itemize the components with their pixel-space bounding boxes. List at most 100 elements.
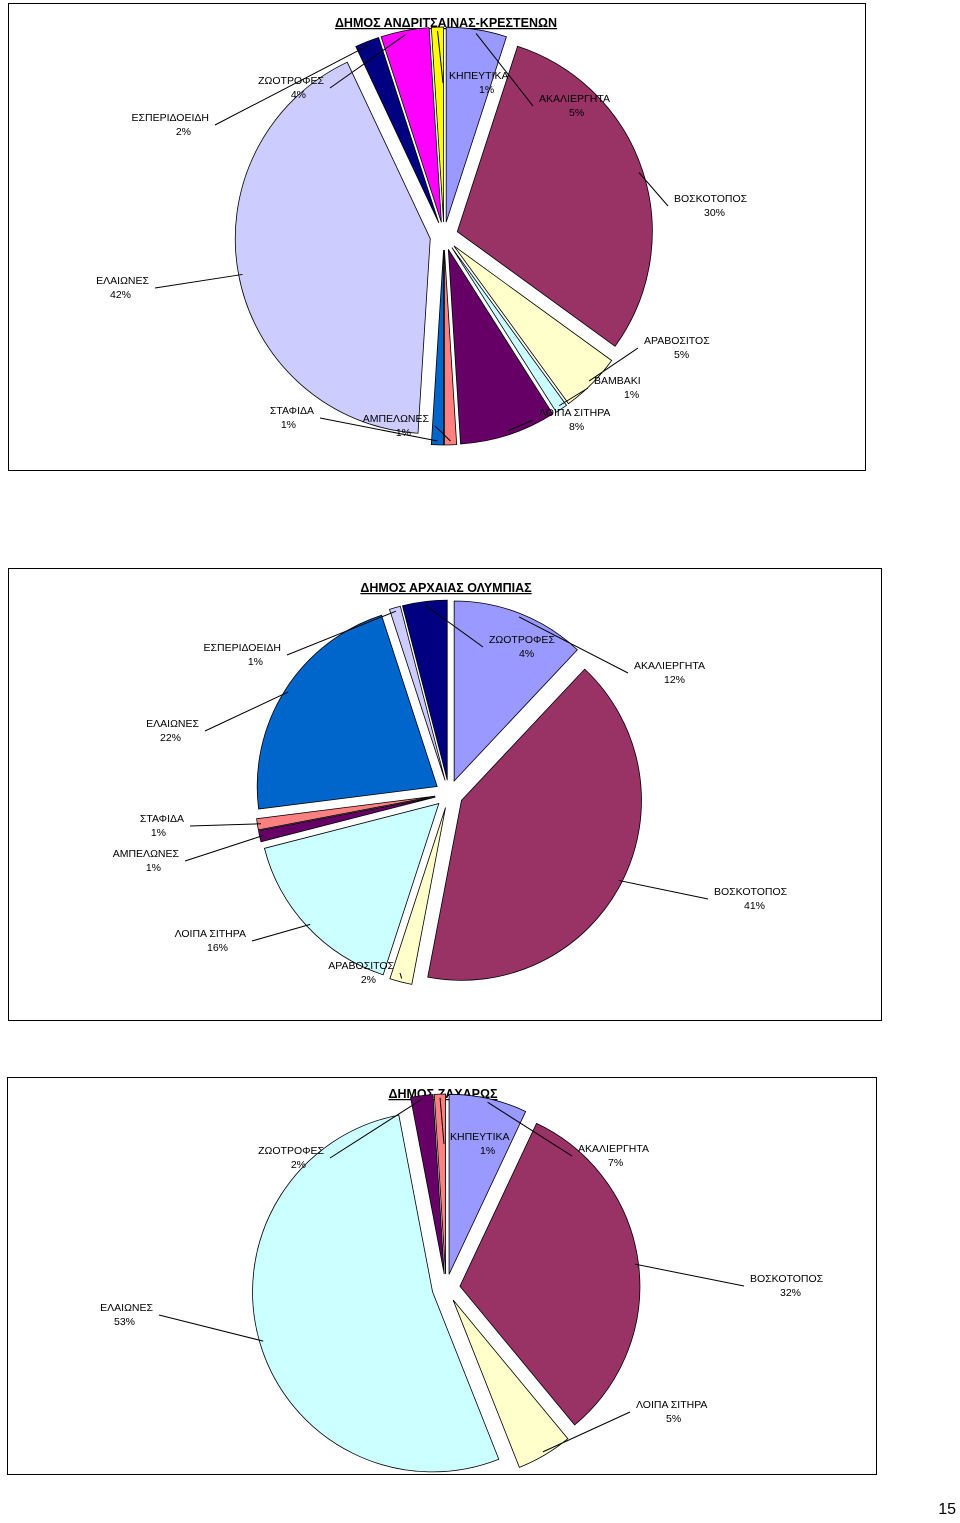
chart-3-leader-4 xyxy=(329,1098,423,1159)
chart-3-label-name-5: ΚΗΠΕΥΤΙΚΑ xyxy=(450,1131,510,1143)
chart-2-leader-0 xyxy=(518,616,629,674)
chart-2-label-name-3: ΛΟΙΠΑ ΣΙΤΗΡΑ xyxy=(175,928,246,940)
chart-2-leader-3 xyxy=(251,923,311,942)
chart-2-labels: ΑΚΑΛΙΕΡΓΗΤΑ 12% ΒΟΣΚΟΤΟΠΟΣ 41% ΑΡΑΒΟΣΙΤΟΣ 2% Λ… xyxy=(113,604,788,986)
chart-1-svg: ΔΗΜΟΣ ΑΝΔΡΙΤΣΑΙΝΑΣ-ΚΡΕΣΤΕΝΩΝ ΑΚΑΛΙΕΡΓΗΤΑ… xyxy=(96,16,748,446)
chart-3-slice-5 xyxy=(433,1093,446,1275)
chart-2-leader-1 xyxy=(618,879,709,900)
chart-2-leader-4 xyxy=(184,835,264,862)
chart-2-label-name-1: ΒΟΣΚΟΤΟΠΟΣ xyxy=(714,886,788,898)
chart-1-label-name-7: ΕΛΑΙΩΝΕΣ xyxy=(96,275,149,287)
chart-1-label-pct-5: 1% xyxy=(396,427,411,439)
chart-2-slice-2 xyxy=(389,807,446,985)
chart-3-slice-3 xyxy=(252,1114,500,1473)
chart-3-label-pct-1: 32% xyxy=(780,1287,801,1299)
chart-3-label-pct-2: 5% xyxy=(666,1413,681,1425)
chart-2-label-name-8: ΖΩΟΤΡΟΦΕΣ xyxy=(489,634,555,646)
chart-1-label-name-6: ΣΤΑΦΙΔΑ xyxy=(270,405,314,417)
chart-1-leader-7 xyxy=(154,273,243,289)
chart-2-label-pct-0: 12% xyxy=(664,674,685,686)
chart-1-leader-10 xyxy=(437,30,444,84)
chart-2-label-pct-6: 22% xyxy=(160,732,181,744)
chart-1-title: ΔΗΜΟΣ ΑΝΔΡΙΤΣΑΙΝΑΣ-ΚΡΕΣΤΕΝΩΝ xyxy=(335,16,557,30)
chart-2-label-pct-1: 41% xyxy=(744,900,765,912)
chart-2-label-name-0: ΑΚΑΛΙΕΡΓΗΤΑ xyxy=(634,660,705,672)
chart-1-label-name-9: ΖΩΟΤΡΟΦΕΣ xyxy=(258,75,324,87)
chart-2-label-pct-5: 1% xyxy=(151,827,166,839)
chart-2-leader-7 xyxy=(286,610,397,656)
chart-2-leader-5 xyxy=(189,823,261,827)
chart-1-slice-3 xyxy=(451,247,568,413)
chart-2-slice-3 xyxy=(263,803,440,976)
chart-1-label-name-0: ΑΚΑΛΙΕΡΓΗΤΑ xyxy=(539,93,610,105)
chart-3-slices xyxy=(252,1093,641,1473)
chart-2-box: ΔΗΜΟΣ ΑΡΧΑΙΑΣ ΟΛΥΜΠΙΑΣ ΑΚΑΛΙΕΡΓΗΤΑ 12% ΒΟΣ… xyxy=(8,568,882,1021)
chart-2-slices xyxy=(256,599,642,985)
chart-3-box: ΔΗΜΟΣ ΖΑΧΑΡΩΣ ΑΚΑΛΙΕΡΓΗΤΑ 7% ΒΟΣΚΟΤΟΠΟΣ 32%… xyxy=(7,1077,877,1475)
chart-2-svg: ΔΗΜΟΣ ΑΡΧΑΙΑΣ ΟΛΥΜΠΙΑΣ ΑΚΑΛΙΕΡΓΗΤΑ 12% ΒΟΣ… xyxy=(113,581,788,986)
chart-1-leader-3 xyxy=(559,387,589,407)
chart-2-label-name-2: ΑΡΑΒΟΣΙΤΟΣ xyxy=(328,960,394,972)
page-number: 15 xyxy=(938,1501,956,1518)
chart-3-labels: ΑΚΑΛΙΕΡΓΗΤΑ 7% ΒΟΣΚΟΤΟΠΟΣ 32% ΛΟΙΠΑ ΣΙΤΗΡΑ 5%… xyxy=(100,1097,824,1453)
chart-1-slice-9 xyxy=(380,27,442,223)
chart-1-label-pct-8: 2% xyxy=(176,126,191,138)
chart-2-label-pct-4: 1% xyxy=(146,862,161,874)
chart-1-label-name-1: ΒΟΣΚΟΤΟΠΟΣ xyxy=(674,193,748,205)
chart-2-slice-8 xyxy=(401,599,448,781)
chart-1-labels: ΑΚΑΛΙΕΡΓΗΤΑ 5% ΒΟΣΚΟΤΟΠΟΣ 30% ΑΡΑΒΟΣΙΤΟΣ 5% ΒΑ… xyxy=(96,30,748,442)
chart-2-leader-6 xyxy=(204,691,289,732)
chart-1-label-pct-4: 8% xyxy=(569,421,584,433)
chart-1-slice-0 xyxy=(445,26,507,223)
chart-1-leader-2 xyxy=(588,347,639,382)
chart-1-slice-4 xyxy=(447,249,554,445)
chart-1-label-pct-9: 4% xyxy=(291,89,306,101)
chart-1-label-name-2: ΑΡΑΒΟΣΙΤΟΣ xyxy=(644,335,710,347)
chart-3-label-name-1: ΒΟΣΚΟΤΟΠΟΣ xyxy=(750,1273,824,1285)
chart-1-leader-0 xyxy=(475,33,534,107)
chart-1-label-pct-7: 42% xyxy=(110,289,131,301)
chart-1-slice-5 xyxy=(444,249,458,446)
chart-2-label-pct-8: 4% xyxy=(519,648,534,660)
chart-1-slice-8 xyxy=(355,37,440,224)
chart-2-slice-7 xyxy=(388,605,446,781)
chart-3-slice-4 xyxy=(410,1094,445,1275)
chart-3-slice-0 xyxy=(448,1093,527,1275)
chart-3-label-name-3: ΕΛΑΙΩΝΕΣ xyxy=(100,1302,153,1314)
chart-1-slice-2 xyxy=(453,245,613,405)
chart-3-slice-1 xyxy=(459,1122,641,1426)
chart-1-label-name-3: ΒΑΜΒΑΚΙ xyxy=(594,375,641,387)
chart-2-label-pct-3: 16% xyxy=(207,942,228,954)
chart-1-leader-6 xyxy=(319,417,438,442)
chart-3-label-pct-3: 53% xyxy=(114,1316,135,1328)
chart-3-label-pct-5: 1% xyxy=(480,1145,495,1157)
chart-1-leader-9 xyxy=(329,34,406,89)
chart-1-slices xyxy=(234,26,653,446)
chart-2-leader-2 xyxy=(399,972,403,979)
chart-3-slice-2 xyxy=(452,1299,569,1468)
chart-1-label-name-10: ΚΗΠΕΥΤΙΚΑ xyxy=(449,70,509,82)
chart-1-label-pct-10: 1% xyxy=(479,84,494,96)
chart-1-leader-1 xyxy=(638,172,669,207)
chart-1-box: ΔΗΜΟΣ ΑΝΔΡΙΤΣΑΙΝΑΣ-ΚΡΕΣΤΕΝΩΝ ΑΚΑΛΙΕΡΓΗΤΑ… xyxy=(8,3,866,471)
chart-3-label-name-2: ΛΟΙΠΑ ΣΙΤΗΡΑ xyxy=(636,1399,707,1411)
chart-1-label-name-4: ΛΟΙΠΑ ΣΙΤΗΡΑ xyxy=(539,407,610,419)
chart-1-leader-8 xyxy=(214,44,369,126)
chart-2-leader-8 xyxy=(424,604,484,648)
chart-2-label-pct-7: 1% xyxy=(248,656,263,668)
chart-1-label-pct-0: 5% xyxy=(569,107,584,119)
chart-2-label-pct-2: 2% xyxy=(361,974,376,986)
chart-1-slice-1 xyxy=(456,45,653,347)
chart-3-label-pct-4: 2% xyxy=(291,1159,306,1171)
chart-3-label-name-0: ΑΚΑΛΙΕΡΓΗΤΑ xyxy=(578,1143,649,1155)
chart-2-title: ΔΗΜΟΣ ΑΡΧΑΙΑΣ ΟΛΥΜΠΙΑΣ xyxy=(360,581,532,595)
chart-3-label-name-4: ΖΩΟΤΡΟΦΕΣ xyxy=(258,1145,324,1157)
chart-1-leader-4 xyxy=(507,419,534,432)
chart-1-slice-10 xyxy=(430,26,444,223)
chart-2-label-name-4: ΑΜΠΕΛΩΝΕΣ xyxy=(113,848,180,860)
chart-1-leader-5 xyxy=(434,425,451,442)
chart-1-label-pct-2: 5% xyxy=(674,349,689,361)
chart-2-slice-6 xyxy=(256,614,438,810)
chart-2-label-name-5: ΣΤΑΦΙΔΑ xyxy=(140,813,184,825)
chart-3-leader-3 xyxy=(158,1314,264,1342)
